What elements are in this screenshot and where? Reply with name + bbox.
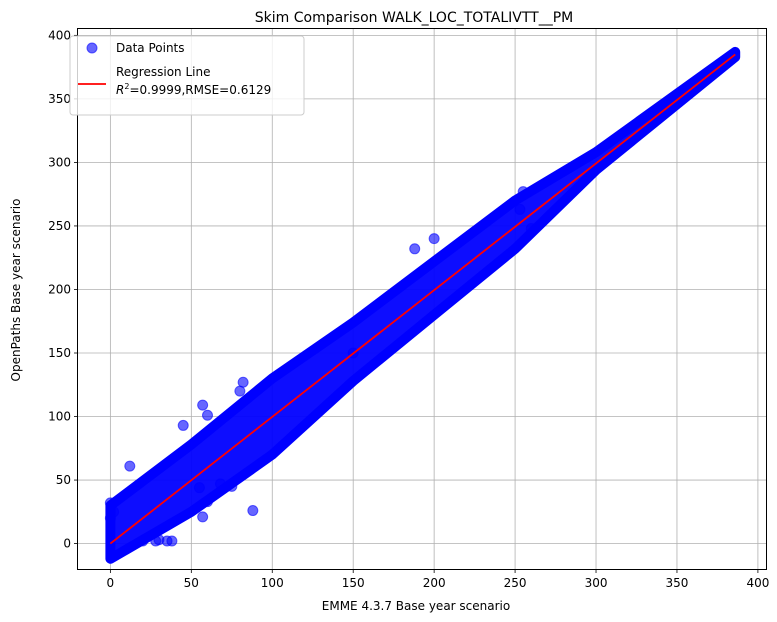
point-cloud-band [105,46,741,564]
data-point [197,511,209,523]
data-point [247,505,259,517]
x-axis-label: EMME 4.3.7 Base year scenario [322,599,510,613]
x-tick-label: 100 [261,576,284,590]
legend-label-line: Regression Line [116,65,210,79]
outlier-points [104,186,537,547]
y-tick-label: 400 [48,28,71,42]
legend-label-points: Data Points [116,41,185,55]
x-tick-label: 350 [666,576,689,590]
y-tick-label: 0 [63,537,71,551]
data-point [237,376,249,388]
y-tick-label: 50 [56,473,71,487]
legend: Data Points Regression Line R2=0.9999,RM… [69,35,305,116]
x-tick-label: 300 [585,576,608,590]
axis-ticks: 0 50 100 150 200 250 300 350 400 0 50 100 150 200 250 3… [48,28,769,590]
data-point [197,399,209,411]
y-axis-label: OpenPaths Base year scenario [9,199,23,382]
data-point [124,460,136,472]
legend-label-stats: R2=0.9999,RMSE=0.6129 [116,82,271,97]
y-tick-label: 300 [48,155,71,169]
data-point [409,243,421,255]
y-tick-label: 250 [48,219,71,233]
chart-title: Skim Comparison WALK_LOC_TOTALIVTT__PM [255,10,573,26]
data-point [202,409,214,421]
data-point [202,496,214,508]
data-point [137,535,149,547]
x-tick-label: 250 [504,576,527,590]
data-point-cloud [105,46,741,564]
r2-superscript: 2 [124,82,129,91]
x-tick-label: 200 [423,576,446,590]
data-point [517,186,529,198]
y-tick-label: 100 [48,410,71,424]
x-tick-label: 400 [746,576,769,590]
data-point [153,534,165,546]
plot-frame [77,28,767,570]
regression-line [109,53,736,545]
data-point [226,480,238,492]
data-point [525,222,537,234]
y-tick-label: 200 [48,282,71,296]
stats-text: =0.9999,RMSE=0.6129 [129,83,271,97]
legend-box [69,35,305,116]
data-point [177,419,189,431]
data-point [104,512,116,524]
data-point [193,482,205,494]
data-point [428,233,440,245]
data-point [166,535,178,547]
x-tick-label: 0 [107,576,115,590]
legend-point-marker [86,42,98,54]
regression-line-layer [109,53,736,545]
x-tick-label: 50 [184,576,199,590]
y-tick-label: 150 [48,346,71,360]
data-point [514,203,526,215]
y-tick-label: 350 [48,92,71,106]
data-point [214,478,226,490]
r2-symbol: R [116,83,124,97]
x-tick-label: 150 [342,576,365,590]
